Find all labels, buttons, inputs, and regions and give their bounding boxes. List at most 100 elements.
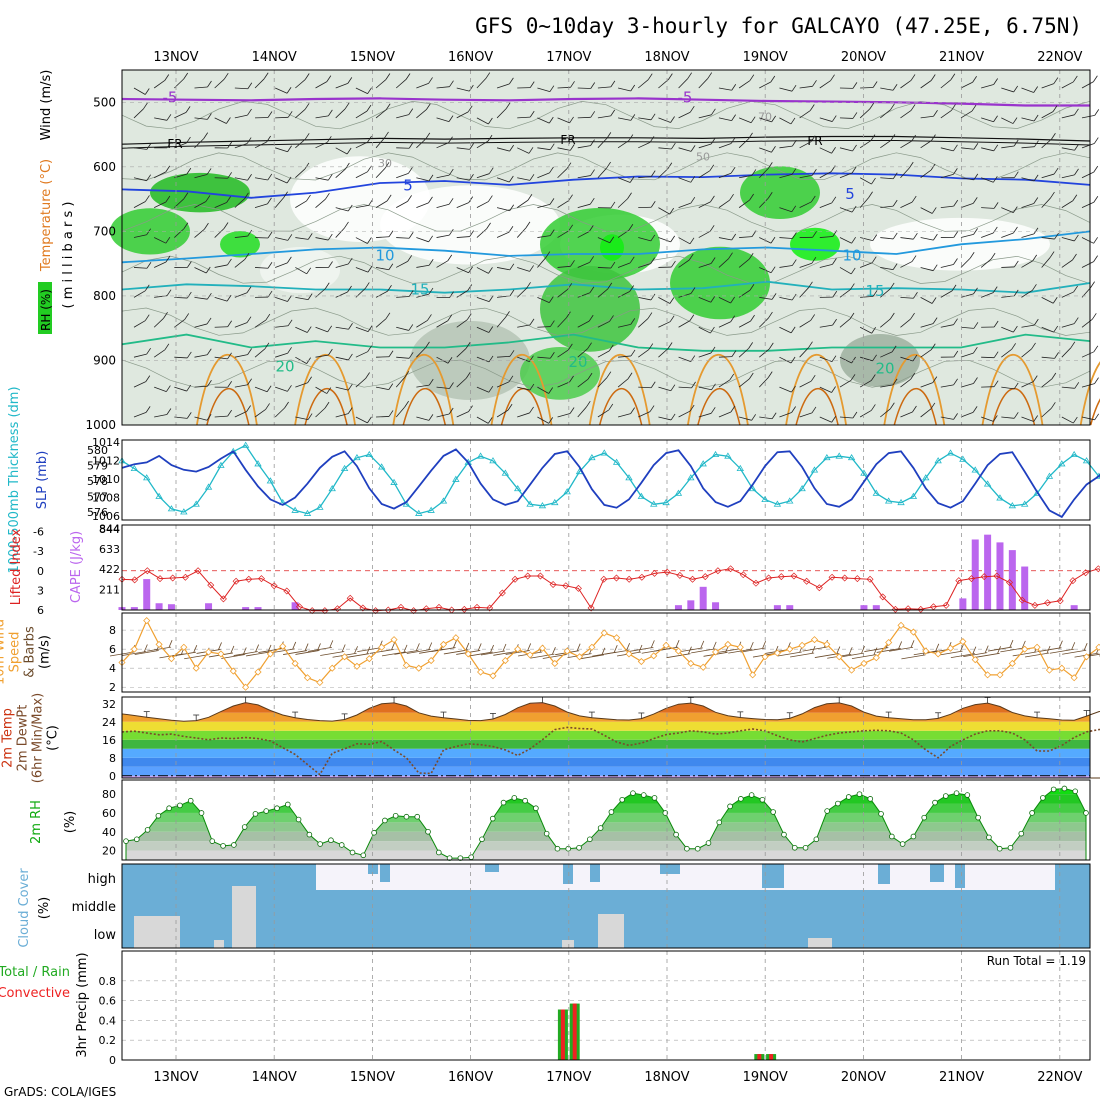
wind-barb-flag (992, 286, 998, 293)
thickness-point (897, 498, 905, 506)
wind-barb (557, 200, 569, 208)
wind-barb-flag (329, 640, 334, 648)
wind-barb (617, 323, 631, 328)
wind-barb-flag (861, 645, 865, 654)
lifted-index-point (346, 594, 354, 602)
wind-barb (456, 147, 470, 150)
wind-barb (678, 356, 691, 362)
wind-barb (315, 386, 328, 394)
temp-band (122, 721, 1090, 731)
wind-barb (416, 384, 430, 388)
rh-point (349, 849, 356, 856)
wind-barb-flag (348, 353, 353, 361)
wind-barb-flag (166, 408, 172, 415)
wind-barb-flag (1059, 640, 1063, 648)
wind-barb (738, 80, 751, 89)
wind-barb (698, 143, 712, 149)
wind-barb-flag (227, 320, 233, 327)
lifted-index-point (1056, 597, 1064, 605)
lifted-index-point (1031, 601, 1039, 609)
thickness-point (130, 464, 139, 471)
wind-barb (678, 147, 692, 152)
wind-barb (859, 380, 872, 388)
surface-isotherm (294, 354, 356, 426)
wind-barb-flag (365, 372, 370, 379)
rh-shade (220, 231, 260, 258)
wind-barb-flag (851, 205, 857, 213)
lifted-index-point (676, 571, 684, 579)
wind-barb-flag (465, 642, 470, 651)
rh-point (403, 813, 410, 820)
temp-band (122, 748, 1090, 758)
lifted-index-point (359, 604, 367, 612)
wind-barb-flag (810, 135, 816, 142)
wind-barb (557, 265, 571, 268)
wind-barb (799, 347, 809, 358)
lifted-index-point (574, 584, 582, 592)
rh-point (791, 844, 798, 851)
wind-barb-flag (548, 387, 554, 394)
wind-barb (295, 168, 306, 179)
wind-barb-flag (447, 314, 453, 321)
thickness-point (736, 464, 744, 471)
wind-barb-flag (247, 378, 252, 385)
wind-barb (480, 650, 506, 656)
slp-axis-label: SLP (mb) (35, 451, 50, 510)
thickness-point (959, 455, 967, 462)
wind-barb-flag (585, 400, 591, 408)
wind-barb-flag (449, 382, 454, 389)
wind-barb (1061, 81, 1074, 89)
rh-point (727, 803, 733, 810)
wind-barb-flag (1013, 289, 1019, 297)
wind-barb-flag (749, 74, 755, 81)
wind-barb (221, 654, 246, 659)
wind-barb-flag (549, 166, 554, 174)
wind-barb (597, 350, 610, 358)
wind-barb (617, 291, 630, 298)
wind-barb (537, 296, 550, 304)
wind-barb (799, 320, 811, 328)
lifted-index-point (701, 573, 709, 581)
wind-barb (802, 646, 827, 652)
wind-speed-point (341, 653, 349, 661)
lifted-index-point (181, 573, 189, 581)
wind-barb-flag (384, 162, 390, 169)
wind-barb (194, 117, 208, 120)
wind-barb (851, 654, 877, 660)
temp-band (122, 739, 1090, 749)
temp-band (122, 766, 1090, 776)
thickness-point (254, 460, 262, 467)
wind-barb-flag (910, 312, 915, 320)
wind-barb-flag (675, 640, 680, 648)
wind-barb-flag (206, 168, 212, 175)
wind-barb-flag (165, 165, 171, 173)
wind-barb-flag (869, 102, 875, 110)
wind-barb-flag (507, 403, 513, 411)
wind-barb-flag (325, 192, 330, 200)
wind-barb (799, 141, 812, 149)
wind-speed-point (328, 664, 336, 672)
wind-barb-flag (953, 231, 959, 238)
wind-barb-flag (1033, 114, 1039, 122)
wind-barb (597, 115, 611, 119)
wind-barb (254, 78, 265, 89)
wind-barb-flag (307, 233, 313, 240)
wind-barb-flag (266, 385, 272, 392)
wind-barb-flag (1093, 137, 1099, 144)
wind-barb (1081, 143, 1095, 149)
wind-barb-flag (767, 192, 773, 199)
wind-barb (456, 177, 470, 181)
thickness-point (687, 474, 695, 481)
precip-convective-label: Convective (0, 986, 70, 1001)
wind-barb-flag (227, 381, 233, 388)
wind-barb-flag (146, 143, 152, 150)
wind-barb-flag (255, 644, 260, 652)
panel-frame (121, 950, 1091, 1061)
wind-barb-flag (609, 236, 615, 243)
wind-barb-flag (569, 407, 575, 414)
wind-barb-flag (931, 134, 936, 141)
wind-barb (295, 416, 309, 420)
thickness-point (798, 484, 806, 492)
wind-barb (819, 202, 833, 209)
wind-barb-flag (407, 255, 413, 262)
